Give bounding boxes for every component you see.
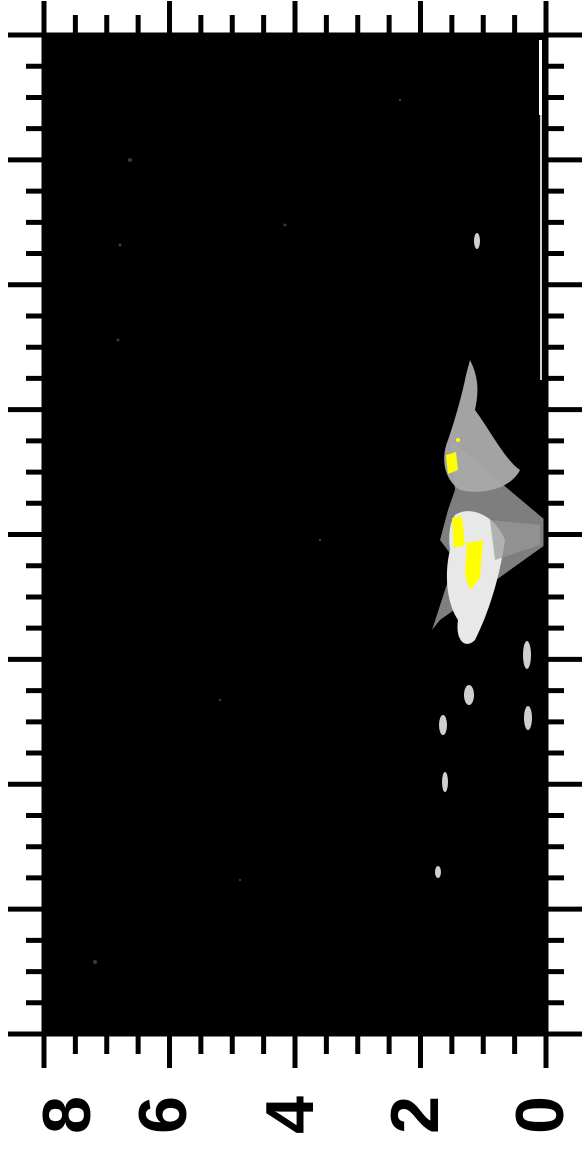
noise-speckles [93, 98, 402, 964]
echo-fringe [490, 520, 540, 560]
tick-label-8: 8 [29, 1096, 105, 1134]
tick-label-6: 6 [125, 1096, 201, 1134]
plot-panel [44, 35, 549, 1034]
tick-label-4: 4 [252, 1096, 328, 1134]
tick-label-0: 0 [502, 1096, 578, 1134]
edge-line-top [539, 40, 542, 115]
plot-frame [41, 32, 549, 1037]
echo-blobs [435, 233, 532, 878]
axis-tick-labels: 8 6 4 2 0 [29, 1096, 578, 1134]
echo-cluster [432, 233, 545, 878]
edge-line-mid [540, 115, 542, 380]
tick-label-2: 2 [377, 1096, 453, 1134]
high-reflectivity-highlight [446, 438, 483, 590]
axis-ticks [8, 1, 582, 1068]
